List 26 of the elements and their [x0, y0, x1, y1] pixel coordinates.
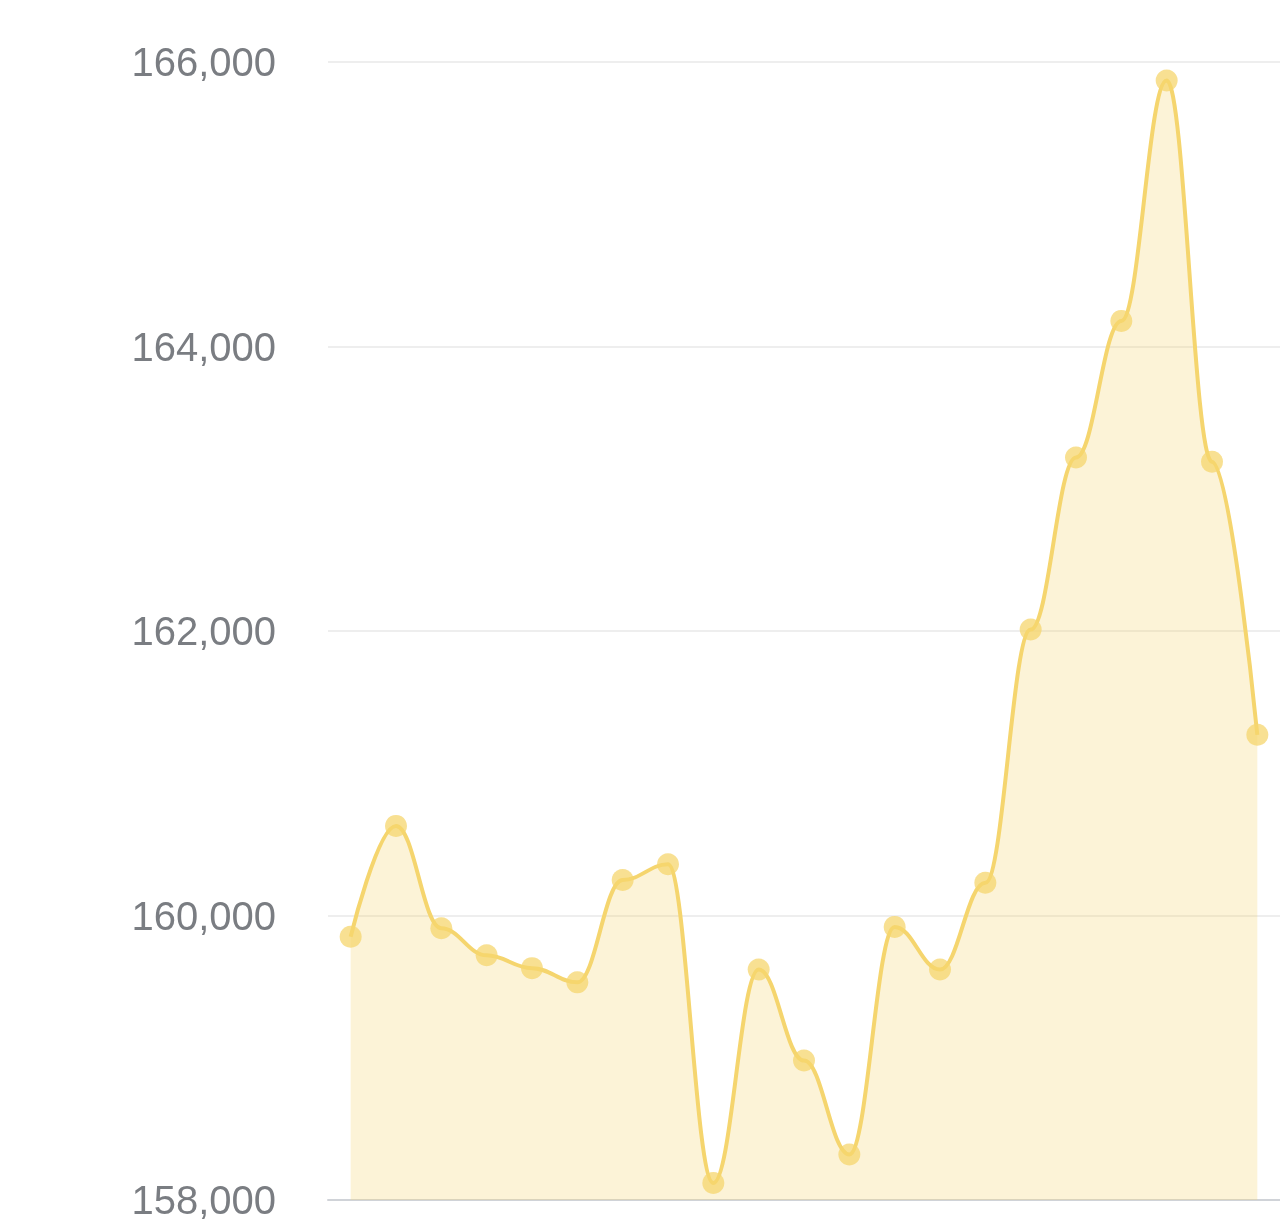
point — [430, 917, 453, 940]
point — [838, 1143, 861, 1166]
y-tick-label: 164,000 — [131, 324, 276, 369]
point — [611, 868, 634, 891]
y-tick-label: 160,000 — [131, 893, 276, 938]
point — [1246, 723, 1269, 746]
point — [929, 958, 951, 981]
point — [793, 1049, 815, 1072]
point — [475, 944, 498, 967]
point — [1019, 618, 1042, 641]
point — [747, 958, 770, 981]
point — [521, 957, 543, 980]
point — [974, 871, 997, 894]
point — [566, 971, 589, 994]
point — [702, 1171, 725, 1194]
point — [883, 915, 906, 938]
point — [339, 925, 362, 948]
y-tick-label: 166,000 — [131, 40, 276, 84]
y-tick-label: 162,000 — [131, 609, 276, 653]
point — [1201, 450, 1223, 473]
point — [385, 814, 407, 837]
point — [1110, 309, 1133, 332]
point — [1065, 446, 1087, 469]
point — [657, 853, 679, 876]
point — [1155, 69, 1178, 92]
y-tick-label: 158,000 — [131, 1178, 276, 1222]
